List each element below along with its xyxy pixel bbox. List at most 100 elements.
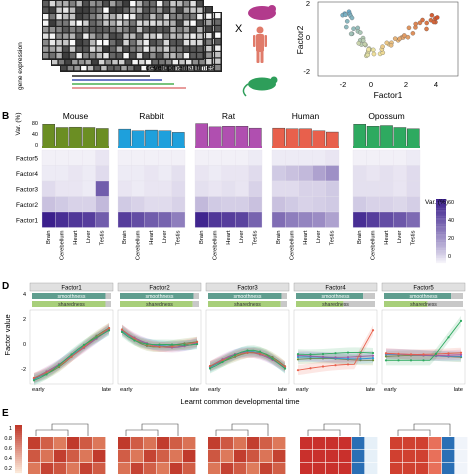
variance-bar xyxy=(171,132,185,148)
e-colorbar-step xyxy=(15,455,22,458)
trajectory-point xyxy=(208,364,212,368)
heat-cell xyxy=(41,180,56,197)
matrix-cell xyxy=(206,26,212,32)
heat-cell xyxy=(131,196,145,213)
variance-bar xyxy=(235,125,249,148)
trajectory-point xyxy=(359,357,362,360)
heat-cell xyxy=(379,165,394,182)
matrix-cell xyxy=(110,46,116,52)
smoothness-bar xyxy=(384,293,452,299)
heat-cell xyxy=(194,211,209,228)
matrix-cell xyxy=(197,33,203,39)
xtick-late: late xyxy=(366,387,375,393)
trajectory-point xyxy=(170,343,174,346)
scatter-points xyxy=(340,9,440,59)
colorbar-step xyxy=(436,211,446,214)
matrix-cell xyxy=(116,46,123,52)
colorbar-step xyxy=(436,223,446,225)
e-cbar-tick-3: 0.4 xyxy=(4,456,12,462)
correlation-cell xyxy=(442,437,455,450)
correlation-cell xyxy=(365,437,378,450)
heat-cell xyxy=(312,149,326,166)
correlation-cell xyxy=(41,437,54,450)
matrix-cell xyxy=(96,14,102,20)
heat-cell xyxy=(235,196,249,213)
colorbar-tick-1: 40 xyxy=(448,218,454,224)
gene-expression-matrices xyxy=(42,0,222,72)
matrix-cell xyxy=(143,20,149,26)
matrix-cell xyxy=(61,65,67,71)
bar-ytick-0: 80 xyxy=(32,121,38,127)
smoothness-rest xyxy=(193,293,199,299)
correlation-cell xyxy=(54,463,67,474)
scatter-point xyxy=(351,26,356,31)
e-colorbar-step xyxy=(15,429,22,432)
matrix-cell xyxy=(143,46,149,52)
matrix-cell xyxy=(103,20,109,26)
trajectory-point xyxy=(70,353,73,356)
e-colorbar-step xyxy=(15,435,22,438)
d-ytick-0: 4 xyxy=(23,292,26,298)
panel-a: gene expression developmental times X xyxy=(17,0,459,100)
heat-cell xyxy=(406,165,421,182)
heat-cell xyxy=(271,165,286,182)
correlation-cell xyxy=(80,450,93,463)
matrix-cell xyxy=(56,27,62,33)
tissue-label: Liver xyxy=(239,230,245,243)
correlation-cell xyxy=(260,437,273,450)
matrix-cell xyxy=(76,20,82,26)
matrix-cell xyxy=(136,1,143,7)
matrix-cell xyxy=(69,53,76,59)
colorbar-step xyxy=(436,232,446,235)
heat-cell xyxy=(285,149,299,166)
matrix-cell xyxy=(43,14,49,20)
matrix-cell xyxy=(110,14,116,20)
colorbar-tick-3: 0 xyxy=(448,254,451,260)
xtick-early: early xyxy=(208,387,221,393)
matrix-cell xyxy=(136,53,143,59)
heat-cell xyxy=(208,180,222,197)
sharedness-rest xyxy=(280,301,287,307)
colorbar-step xyxy=(436,240,446,243)
matrix-cell xyxy=(112,59,118,65)
matrix-cell xyxy=(63,7,69,13)
matrix-cell xyxy=(69,7,76,13)
trajectory-point xyxy=(359,351,362,354)
heat-cell xyxy=(379,196,394,213)
matrix-cell xyxy=(69,1,76,7)
matrix-cell xyxy=(188,65,194,71)
matrix-cell xyxy=(168,65,174,71)
matrix-cell xyxy=(96,33,102,39)
matrix-cell xyxy=(152,59,158,65)
tissue-label: Cerebellum xyxy=(289,230,295,260)
heat-cell xyxy=(55,165,69,182)
heat-cell xyxy=(298,149,313,166)
facet-strip xyxy=(381,282,466,292)
matrix-cell xyxy=(103,27,109,33)
heat-cell xyxy=(144,149,159,166)
matrix-cell xyxy=(56,46,62,52)
sharedness-label: sharedness xyxy=(322,302,349,308)
correlation-cell xyxy=(403,450,416,463)
matrix-cell xyxy=(141,65,147,71)
matrix-cell xyxy=(76,53,82,59)
matrix-cell xyxy=(156,46,163,52)
matrix-cell xyxy=(69,27,76,33)
heat-cell xyxy=(117,180,132,197)
matrix-cell xyxy=(63,14,69,20)
variance-bar xyxy=(118,128,131,148)
matrix-cell xyxy=(156,40,163,46)
heat-cell xyxy=(68,196,83,213)
matrix-cell xyxy=(156,53,163,59)
correlation-cell xyxy=(93,450,106,463)
facet-title: Factor2 xyxy=(149,285,170,291)
correlation-cell xyxy=(183,450,196,463)
matrix-cell xyxy=(103,14,109,20)
heat-cell xyxy=(158,149,172,166)
correlation-cell xyxy=(67,463,80,474)
colorbar-step xyxy=(436,213,446,216)
scatter-point xyxy=(410,31,416,36)
correlation-cell xyxy=(131,450,144,463)
facet-title: Factor3 xyxy=(237,285,258,291)
matrix-cell xyxy=(206,13,212,19)
